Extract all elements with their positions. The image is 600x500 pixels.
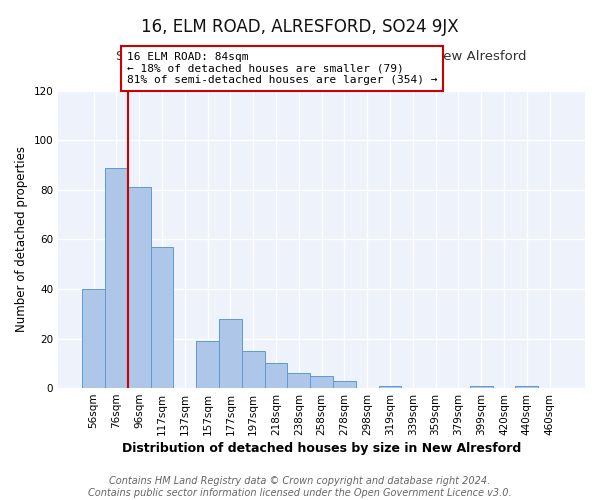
Bar bbox=[265, 364, 287, 388]
Bar bbox=[379, 386, 401, 388]
Text: 16, ELM ROAD, ALRESFORD, SO24 9JX: 16, ELM ROAD, ALRESFORD, SO24 9JX bbox=[141, 18, 459, 36]
Text: Contains HM Land Registry data © Crown copyright and database right 2024.
Contai: Contains HM Land Registry data © Crown c… bbox=[88, 476, 512, 498]
Text: 16 ELM ROAD: 84sqm
← 18% of detached houses are smaller (79)
81% of semi-detache: 16 ELM ROAD: 84sqm ← 18% of detached hou… bbox=[127, 52, 437, 85]
Bar bbox=[219, 318, 242, 388]
Bar bbox=[310, 376, 333, 388]
Bar bbox=[333, 380, 356, 388]
Bar bbox=[105, 168, 128, 388]
Bar bbox=[470, 386, 493, 388]
Bar bbox=[242, 351, 265, 388]
Bar bbox=[515, 386, 538, 388]
Bar bbox=[196, 341, 219, 388]
Bar bbox=[151, 247, 173, 388]
Y-axis label: Number of detached properties: Number of detached properties bbox=[15, 146, 28, 332]
X-axis label: Distribution of detached houses by size in New Alresford: Distribution of detached houses by size … bbox=[122, 442, 521, 455]
Bar bbox=[128, 188, 151, 388]
Bar bbox=[287, 373, 310, 388]
Title: Size of property relative to detached houses in New Alresford: Size of property relative to detached ho… bbox=[116, 50, 527, 64]
Bar bbox=[82, 289, 105, 388]
